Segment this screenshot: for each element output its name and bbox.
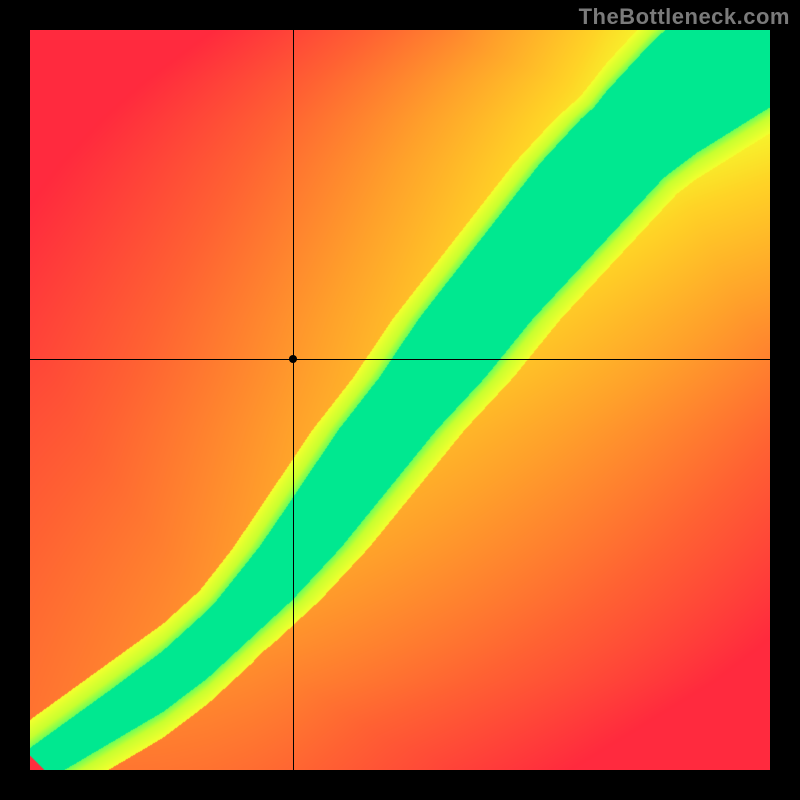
crosshair-marker bbox=[289, 355, 297, 363]
crosshair-vertical bbox=[293, 30, 294, 770]
heatmap-plot bbox=[30, 30, 770, 770]
chart-container: TheBottleneck.com bbox=[0, 0, 800, 800]
crosshair-horizontal bbox=[30, 359, 770, 360]
watermark-text: TheBottleneck.com bbox=[579, 4, 790, 30]
heatmap-canvas bbox=[30, 30, 770, 770]
